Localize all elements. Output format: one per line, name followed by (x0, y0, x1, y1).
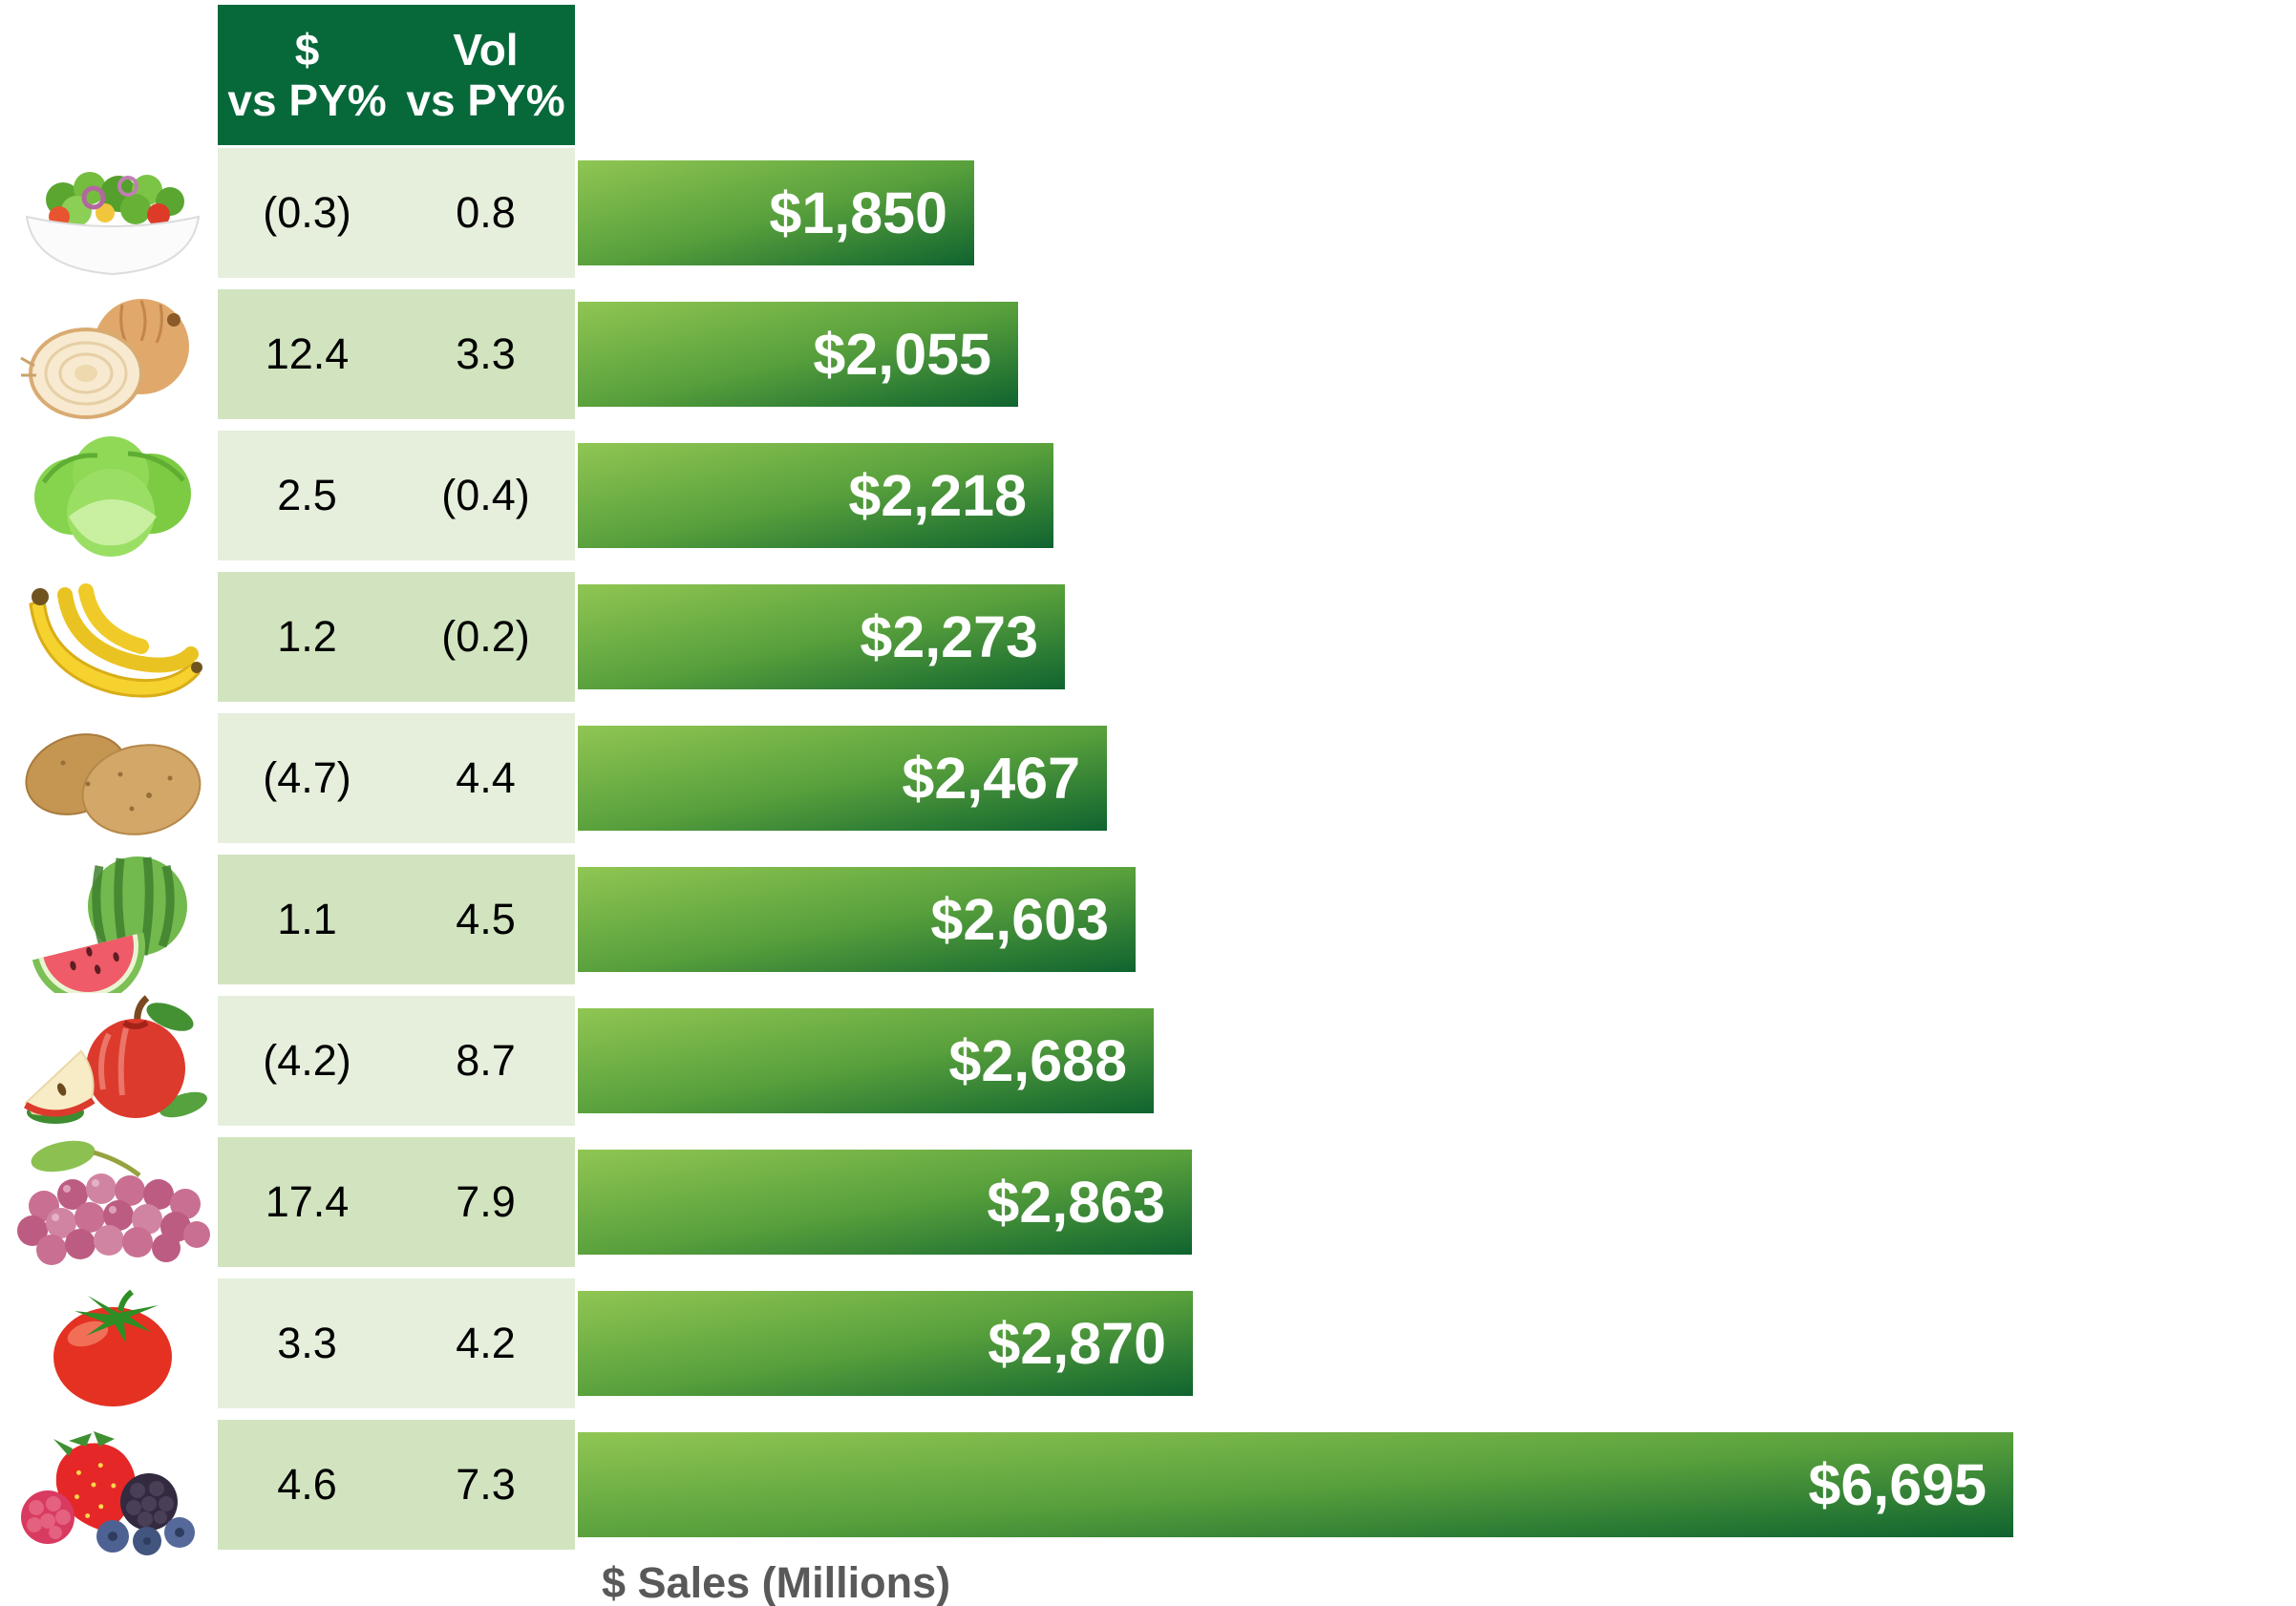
column-header-dollar-vs-py: $ vs PY% (218, 25, 396, 126)
table-row: (4.2) 8.7 (218, 996, 575, 1126)
tomato-image (6, 1272, 220, 1417)
vol-vs-py-value: 4.5 (456, 895, 516, 943)
sales-bar: $2,688 (578, 1008, 1154, 1113)
sales-bar: $2,218 (578, 443, 1053, 548)
x-axis-label: $ Sales (Millions) (602, 1558, 951, 1606)
salad-image (6, 141, 220, 286)
vol-vs-py-value: 7.9 (456, 1177, 516, 1226)
sales-bar: $6,695 (578, 1432, 2013, 1537)
sales-value-label: $2,055 (813, 322, 991, 387)
vol-vs-py-value: 7.3 (456, 1460, 516, 1509)
column-header-dollar-line1: $ (294, 24, 320, 74)
sales-value-label: $2,688 (948, 1028, 1127, 1093)
sales-bar: $2,603 (578, 867, 1136, 972)
sales-value-label: $6,695 (1808, 1452, 1987, 1517)
column-header-vol-line1: Vol (453, 24, 519, 74)
vol-vs-py-value: (0.4) (441, 471, 530, 519)
bananas-image (6, 565, 220, 710)
vol-vs-py-value: 4.4 (456, 753, 516, 802)
column-header-vol-vs-py: Vol vs PY% (396, 25, 575, 126)
sales-value-label: $2,863 (987, 1170, 1165, 1235)
dollar-vs-py-value: 12.4 (265, 329, 350, 378)
grapes-image (6, 1131, 220, 1276)
sales-value-label: $2,467 (902, 746, 1080, 811)
vol-vs-py-value: 8.7 (456, 1036, 516, 1085)
sales-bar: $2,870 (578, 1291, 1193, 1396)
column-header-vol-line2: vs PY% (406, 74, 565, 125)
vol-vs-py-value: 0.8 (456, 188, 516, 237)
dollar-vs-py-value: (4.2) (263, 1036, 351, 1085)
sales-bar: $2,863 (578, 1150, 1192, 1255)
table-row: 4.6 7.3 (218, 1420, 575, 1550)
column-header-dollar-line2: vs PY% (227, 74, 387, 125)
table-row: (0.3) 0.8 (218, 148, 575, 278)
table-row: 2.5 (0.4) (218, 431, 575, 560)
dollar-vs-py-value: (0.3) (263, 188, 351, 237)
dollar-vs-py-value: 2.5 (277, 471, 337, 519)
dollar-vs-py-value: 4.6 (277, 1460, 337, 1509)
table-header: $ vs PY% Vol vs PY% (218, 5, 575, 145)
table-row: 17.4 7.9 (218, 1137, 575, 1267)
berries-image (6, 1413, 220, 1558)
apple-image (6, 989, 220, 1134)
sales-value-label: $2,273 (860, 604, 1038, 669)
potatoes-image (6, 707, 220, 852)
sales-value-label: $2,218 (848, 463, 1027, 528)
table-row: 1.1 4.5 (218, 855, 575, 984)
sales-value-label: $2,870 (988, 1311, 1166, 1376)
table-row: (4.7) 4.4 (218, 713, 575, 843)
dollar-vs-py-value: 1.1 (277, 895, 337, 943)
table-row: 3.3 4.2 (218, 1278, 575, 1408)
sales-value-label: $2,603 (930, 887, 1109, 952)
sales-bar: $2,055 (578, 302, 1018, 407)
sales-bar: $2,467 (578, 726, 1107, 831)
lettuce-image (6, 424, 220, 569)
onion-image (6, 283, 220, 428)
table-row: 1.2 (0.2) (218, 572, 575, 702)
sales-bar: $2,273 (578, 584, 1065, 689)
watermelon-image (6, 848, 220, 993)
vol-vs-py-value: 3.3 (456, 329, 516, 378)
table-row: 12.4 3.3 (218, 289, 575, 419)
sales-bar: $1,850 (578, 160, 974, 265)
dollar-vs-py-value: 3.3 (277, 1319, 337, 1367)
vol-vs-py-value: 4.2 (456, 1319, 516, 1367)
vol-vs-py-value: (0.2) (441, 612, 530, 661)
sales-value-label: $1,850 (769, 180, 947, 245)
dollar-vs-py-value: 17.4 (265, 1177, 350, 1226)
dollar-vs-py-value: (4.7) (263, 753, 351, 802)
dollar-vs-py-value: 1.2 (277, 612, 337, 661)
